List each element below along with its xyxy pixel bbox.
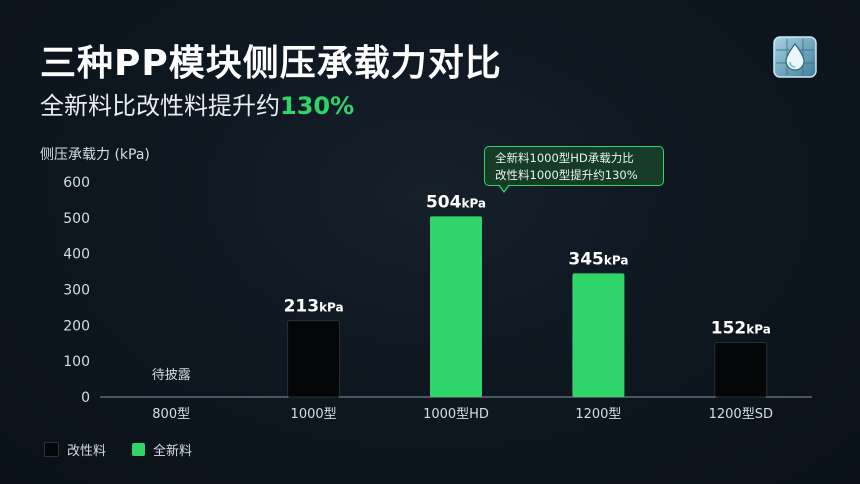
x-tick-label: 1000型 <box>291 407 337 422</box>
subtitle-highlight: 130% <box>280 92 355 120</box>
y-tick-label: 400 <box>63 247 90 263</box>
legend-swatch-modified <box>44 442 59 457</box>
data-label: 152kPa <box>711 319 771 339</box>
y-tick-label: 100 <box>63 354 90 370</box>
legend-item-modified: 改性料 <box>44 440 106 459</box>
callout-line-1: 全新料1000型HD承载力比 <box>495 151 634 165</box>
callout-line-2: 改性料1000型提升约130% <box>495 168 638 182</box>
data-label: 213kPa <box>284 297 344 317</box>
legend-label-new: 全新料 <box>153 444 193 459</box>
y-tick-label: 0 <box>81 390 90 406</box>
legend-swatch-new <box>132 443 146 456</box>
y-tick-label: 300 <box>63 283 90 299</box>
legend-label-modified: 改性料 <box>67 444 107 459</box>
water-drop-grid-icon <box>771 34 819 80</box>
x-tick-label: 1000型HD <box>423 407 489 422</box>
x-tick-label: 1200型 <box>575 407 621 422</box>
bar <box>430 216 482 397</box>
bar <box>287 320 341 398</box>
x-tick-label: 1200型SD <box>709 407 773 422</box>
callout-box: 全新料1000型HD承载力比 改性料1000型提升约130% <box>484 146 664 186</box>
callout-tail-inner <box>499 184 509 191</box>
data-label: 345kPa <box>568 249 628 269</box>
page-subtitle: 全新料比改性料提升约130% <box>40 86 354 121</box>
subtitle-text: 全新料比改性料提升约 <box>40 92 280 120</box>
y-axis-title: 侧压承载力 (kPa) <box>40 147 150 163</box>
pending-label: 待披露 <box>152 368 191 383</box>
y-tick-label: 200 <box>63 318 90 334</box>
y-tick-label: 500 <box>63 211 90 227</box>
legend: 改性料 全新料 <box>44 440 192 459</box>
legend-item-new: 全新料 <box>132 440 192 459</box>
bar <box>572 273 625 397</box>
y-tick-label: 600 <box>63 175 90 191</box>
page-title: 三种PP模块侧压承载力对比 <box>40 43 502 84</box>
x-tick-label: 800型 <box>152 407 190 422</box>
bar <box>714 342 768 398</box>
data-label: 504kPa <box>426 192 486 212</box>
